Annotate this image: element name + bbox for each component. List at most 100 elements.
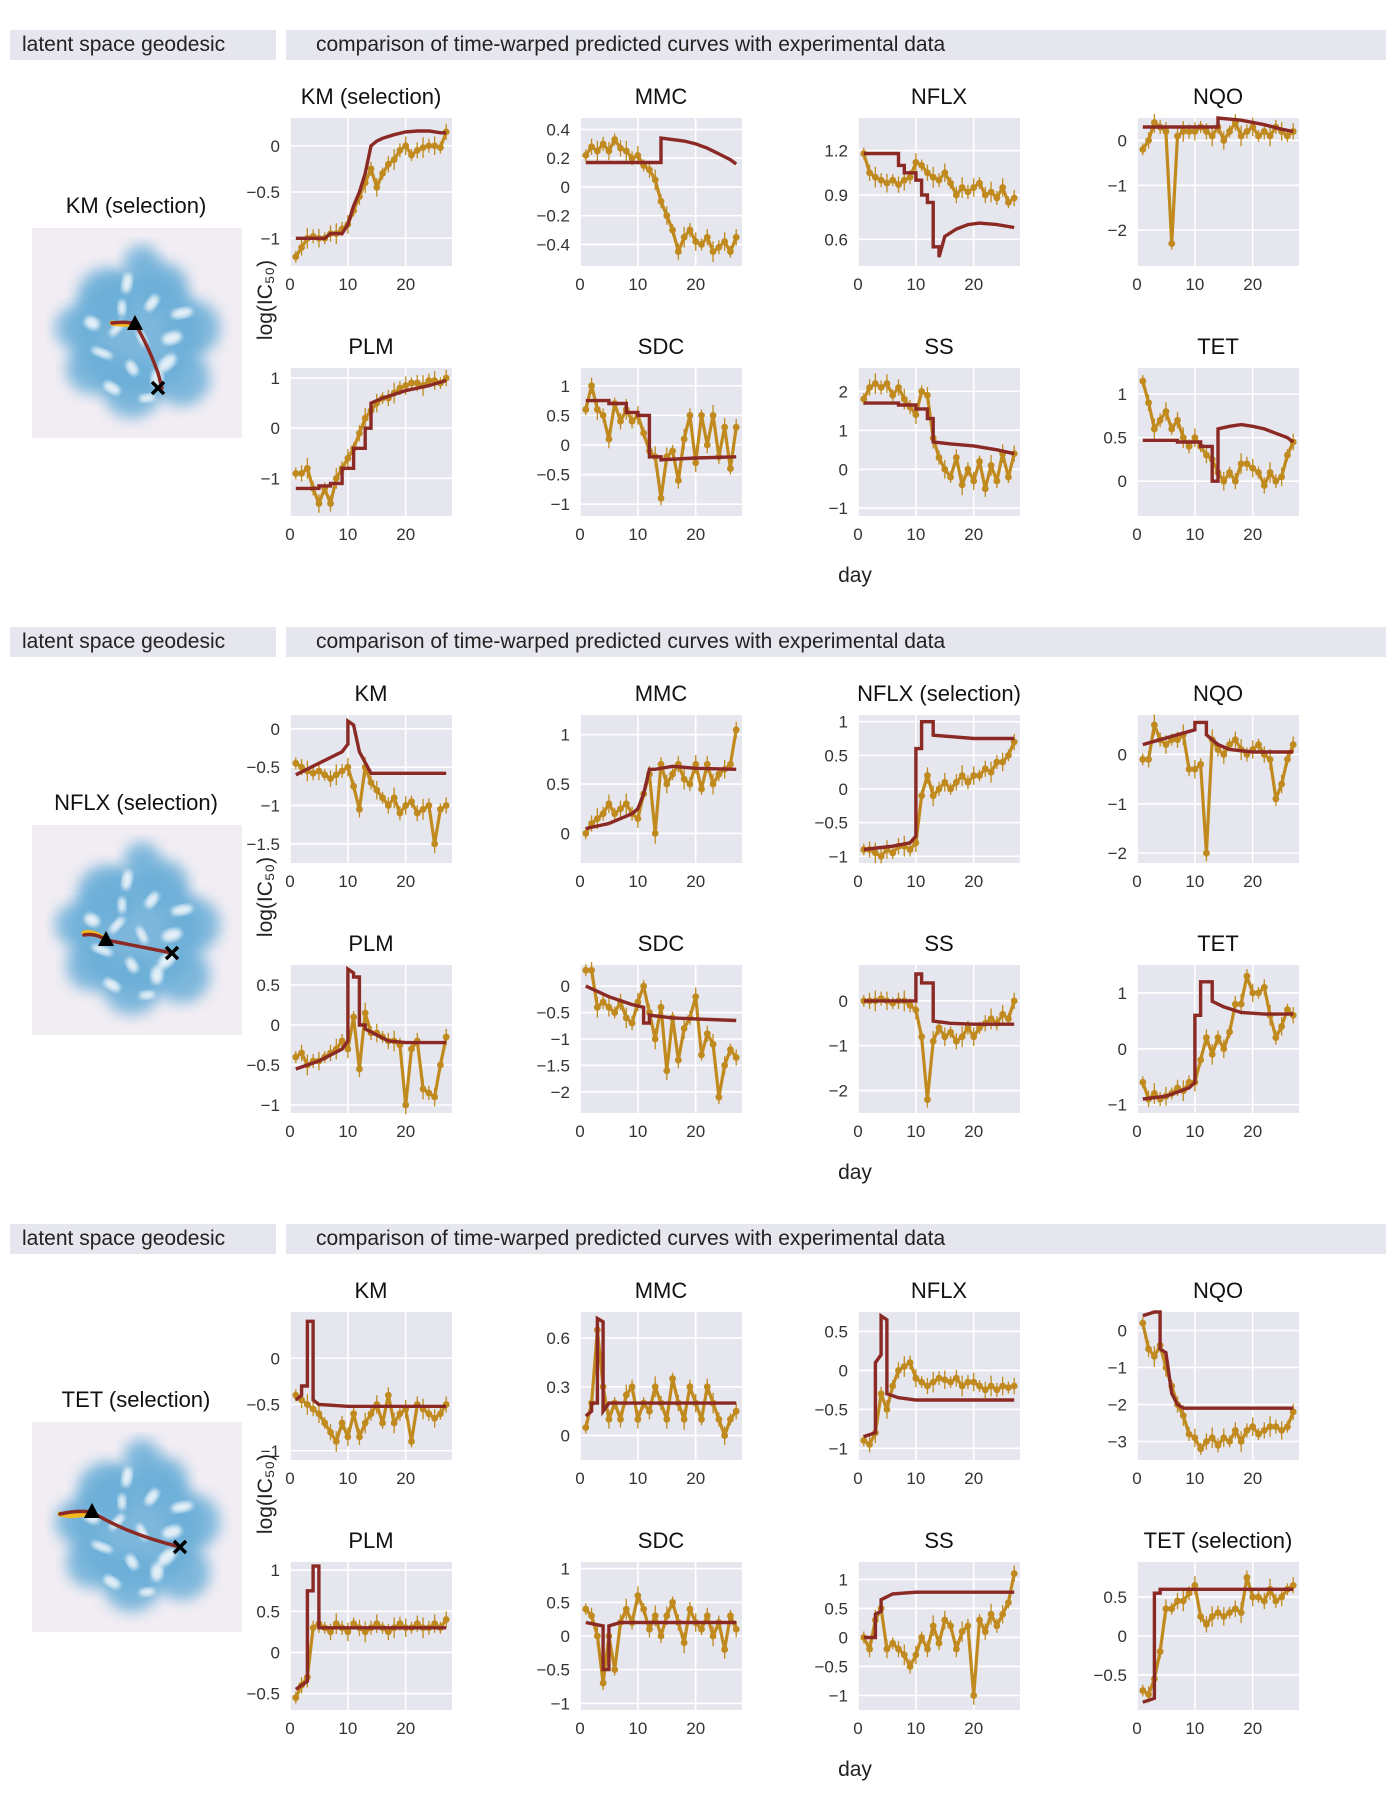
experimental-point bbox=[396, 1410, 404, 1418]
experimental-point bbox=[993, 1386, 1001, 1394]
experimental-point bbox=[970, 184, 978, 191]
experimental-point bbox=[611, 1666, 619, 1674]
experimental-point bbox=[419, 144, 427, 152]
experimental-point bbox=[413, 1620, 421, 1628]
experimental-point bbox=[425, 142, 433, 150]
experimental-point bbox=[408, 379, 415, 387]
experimental-point bbox=[935, 454, 943, 461]
experimental-point bbox=[356, 1433, 363, 1441]
experimental-point bbox=[1168, 1605, 1176, 1613]
experimental-point bbox=[1255, 741, 1262, 748]
subplot-title: PLM bbox=[348, 1528, 393, 1553]
experimental-point bbox=[1174, 416, 1181, 424]
y-tick-label: −2 bbox=[551, 1083, 570, 1102]
x-tick-label: 10 bbox=[1185, 872, 1204, 891]
y-axis-label: log(IC₅₀) bbox=[254, 1454, 277, 1534]
latent-point-cluster bbox=[171, 904, 193, 916]
x-tick-label: 20 bbox=[686, 872, 705, 891]
y-tick-label: 0 bbox=[839, 460, 848, 479]
experimental-point bbox=[408, 1438, 415, 1445]
experimental-point bbox=[987, 188, 995, 196]
geodesic-header: latent space geodesic bbox=[10, 30, 276, 60]
experimental-point bbox=[976, 772, 983, 779]
experimental-point bbox=[703, 1383, 711, 1391]
latent-point-cluster bbox=[121, 273, 133, 293]
experimental-point bbox=[1255, 989, 1262, 997]
experimental-point bbox=[883, 1645, 891, 1653]
experimental-point bbox=[732, 1054, 740, 1061]
experimental-point bbox=[669, 770, 676, 778]
experimental-point bbox=[732, 726, 740, 734]
x-tick-label: 0 bbox=[853, 1719, 862, 1738]
experimental-point bbox=[361, 414, 369, 422]
subplot-title: MMC bbox=[635, 1278, 688, 1303]
experimental-point bbox=[680, 435, 688, 443]
experimental-point bbox=[1150, 425, 1158, 433]
experimental-point bbox=[993, 758, 1001, 766]
experimental-point bbox=[408, 151, 415, 159]
experimental-point bbox=[976, 179, 983, 187]
latent-blob bbox=[124, 842, 160, 878]
series-group bbox=[582, 1586, 740, 1691]
y-tick-label: −0.5 bbox=[1093, 1666, 1127, 1685]
experimental-point bbox=[877, 176, 885, 184]
experimental-point bbox=[895, 1367, 902, 1374]
experimental-point bbox=[1249, 989, 1257, 997]
latent-point-cluster bbox=[162, 331, 182, 345]
x-tick-label: 0 bbox=[285, 275, 294, 294]
experimental-point bbox=[419, 1085, 427, 1093]
experimental-point bbox=[906, 1663, 914, 1670]
experimental-point bbox=[628, 1383, 636, 1391]
experimental-point bbox=[1203, 1034, 1210, 1042]
experimental-point bbox=[634, 1592, 642, 1600]
experimental-point bbox=[1139, 377, 1147, 385]
experimental-point bbox=[877, 1390, 885, 1398]
experimental-point bbox=[390, 794, 398, 802]
experimental-point bbox=[918, 1033, 926, 1041]
x-tick-label: 10 bbox=[1185, 1719, 1204, 1738]
experimental-point bbox=[1179, 1597, 1187, 1605]
experimental-point bbox=[431, 1093, 439, 1101]
experimental-point bbox=[413, 809, 421, 817]
x-tick-label: 0 bbox=[575, 1122, 584, 1141]
series-group bbox=[1139, 1310, 1297, 1455]
start-triangle-icon bbox=[84, 1503, 100, 1518]
y-tick-label: 0 bbox=[1118, 472, 1127, 491]
experimental-point bbox=[663, 1415, 671, 1423]
x-tick-label: 20 bbox=[396, 1719, 415, 1738]
predicted-series-line bbox=[1142, 720, 1294, 754]
experimental-point bbox=[350, 1410, 358, 1418]
experimental-point bbox=[1266, 469, 1274, 476]
y-tick-label: 0 bbox=[561, 1427, 570, 1446]
experimental-point bbox=[964, 778, 972, 786]
series-group bbox=[582, 133, 740, 262]
predicted-series-line bbox=[863, 1590, 1015, 1640]
experimental-point bbox=[860, 395, 868, 403]
x-tick-label: 20 bbox=[1243, 525, 1262, 544]
experimental-point bbox=[1010, 194, 1018, 202]
predicted-series-line bbox=[1142, 1310, 1294, 1410]
x-tick-label: 10 bbox=[1185, 275, 1204, 294]
y-tick-label: 0.5 bbox=[256, 976, 280, 995]
experimental-point bbox=[315, 1410, 323, 1418]
y-tick-label: 0 bbox=[1118, 1627, 1127, 1646]
experimental-point bbox=[947, 1028, 954, 1036]
end-cross-icon bbox=[150, 380, 166, 396]
experimental-point bbox=[1168, 425, 1176, 433]
experimental-point bbox=[1237, 1609, 1245, 1617]
experimental-point bbox=[344, 1433, 352, 1441]
experimental-point bbox=[883, 1405, 891, 1413]
series-group bbox=[292, 965, 450, 1115]
experimental-point bbox=[924, 1645, 931, 1653]
y-tick-label: −0.5 bbox=[814, 1657, 848, 1676]
experimental-point bbox=[646, 166, 653, 174]
experimental-point bbox=[1226, 741, 1233, 748]
predicted-series-line bbox=[585, 764, 737, 831]
experimental-point bbox=[1249, 123, 1257, 131]
subplot-tet: TET 0 10 20 0 0.5 1 bbox=[1103, 334, 1299, 544]
geodesic-thumbnail bbox=[32, 228, 242, 438]
subplot-title: SS bbox=[924, 334, 953, 359]
experimental-point bbox=[1010, 1382, 1018, 1390]
experimental-point bbox=[1284, 756, 1291, 763]
x-tick-label: 20 bbox=[964, 525, 983, 544]
